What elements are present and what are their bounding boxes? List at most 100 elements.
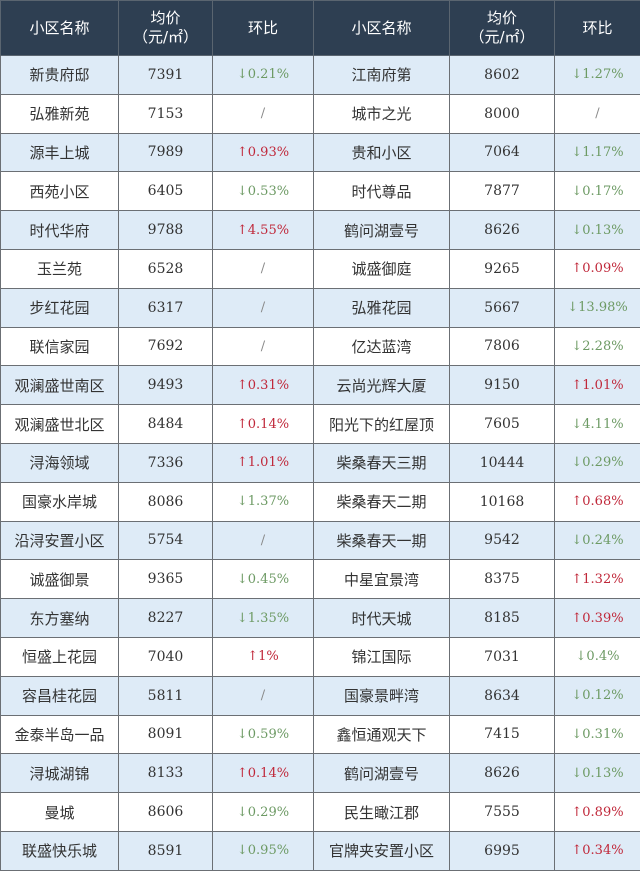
community-name-cell: 国豪水岸城 — [1, 482, 119, 521]
community-name-cell: 玉兰苑 — [1, 249, 119, 288]
change-cell: ↑0.68% — [555, 482, 640, 521]
community-name-cell: 云尚光辉大厦 — [314, 366, 450, 405]
community-name-cell: 亿达蓝湾 — [314, 327, 450, 366]
community-name-cell: 弘雅新苑 — [1, 94, 119, 133]
change-cell: ↓13.98% — [555, 288, 640, 327]
change-cell: ↓4.11% — [555, 405, 640, 444]
community-name-cell: 鹤问湖壹号 — [314, 754, 450, 793]
price-cell: 7031 — [450, 637, 555, 676]
community-name-cell: 观澜盛世北区 — [1, 405, 119, 444]
change-cell: ↓0.45% — [213, 560, 314, 599]
community-name-cell: 观澜盛世南区 — [1, 366, 119, 405]
community-name-cell: 官牌夹安置小区 — [314, 831, 450, 870]
price-cell: 7692 — [119, 327, 213, 366]
price-cell: 8227 — [119, 599, 213, 638]
change-cell: ↓0.17% — [555, 172, 640, 211]
change-cell: ↓0.59% — [213, 715, 314, 754]
community-name-cell: 民生瞰江郡 — [314, 793, 450, 832]
community-name-cell: 江南府第 — [314, 56, 450, 95]
community-name-cell: 弘雅花园 — [314, 288, 450, 327]
price-cell: 7391 — [119, 56, 213, 95]
price-cell: 8626 — [450, 754, 555, 793]
price-cell: 7040 — [119, 637, 213, 676]
change-cell: ↓1.35% — [213, 599, 314, 638]
change-cell: ↑1.01% — [213, 443, 314, 482]
price-cell: 8591 — [119, 831, 213, 870]
price-cell: 9493 — [119, 366, 213, 405]
header-price-right: 均价（元/㎡） — [450, 1, 555, 56]
price-cell: 7415 — [450, 715, 555, 754]
price-cell: 5754 — [119, 521, 213, 560]
change-cell: ↑0.89% — [555, 793, 640, 832]
price-cell: 5667 — [450, 288, 555, 327]
community-name-cell: 时代天城 — [314, 599, 450, 638]
change-cell: ↑1.01% — [555, 366, 640, 405]
price-cell: 10444 — [450, 443, 555, 482]
header-name-right: 小区名称 — [314, 1, 450, 56]
price-cell: 5811 — [119, 676, 213, 715]
change-cell: ↓1.27% — [555, 56, 640, 95]
price-cell: 6528 — [119, 249, 213, 288]
change-cell: ↑0.34% — [555, 831, 640, 870]
change-cell: ↓1.37% — [213, 482, 314, 521]
change-cell: ↑1% — [213, 637, 314, 676]
price-cell: 7064 — [450, 133, 555, 172]
change-cell: / — [213, 676, 314, 715]
community-name-cell: 恒盛上花园 — [1, 637, 119, 676]
community-name-cell: 柴桑春天三期 — [314, 443, 450, 482]
community-name-cell: 鹤问湖壹号 — [314, 211, 450, 250]
price-cell: 8000 — [450, 94, 555, 133]
header-price-label: 均价 — [487, 9, 517, 27]
change-cell: ↓0.13% — [555, 211, 640, 250]
price-cell: 7555 — [450, 793, 555, 832]
price-cell: 9265 — [450, 249, 555, 288]
header-change-left: 环比 — [213, 1, 314, 56]
price-cell: 10168 — [450, 482, 555, 521]
change-cell: ↓0.4% — [555, 637, 640, 676]
price-cell: 8185 — [450, 599, 555, 638]
community-name-cell: 诚盛御庭 — [314, 249, 450, 288]
change-cell: ↑0.14% — [213, 405, 314, 444]
community-name-cell: 贵和小区 — [314, 133, 450, 172]
community-name-cell: 西苑小区 — [1, 172, 119, 211]
price-cell: 6317 — [119, 288, 213, 327]
community-name-cell: 中星宜景湾 — [314, 560, 450, 599]
change-cell: ↓2.28% — [555, 327, 640, 366]
community-name-cell: 容昌桂花园 — [1, 676, 119, 715]
change-cell: ↑0.14% — [213, 754, 314, 793]
price-cell: 6995 — [450, 831, 555, 870]
change-cell: / — [213, 327, 314, 366]
price-cell: 8375 — [450, 560, 555, 599]
community-name-cell: 浔城湖锦 — [1, 754, 119, 793]
price-cell: 9788 — [119, 211, 213, 250]
community-name-cell: 时代华府 — [1, 211, 119, 250]
change-cell: ↓0.29% — [213, 793, 314, 832]
change-cell: / — [213, 249, 314, 288]
community-name-cell: 联盛快乐城 — [1, 831, 119, 870]
change-cell: ↓0.29% — [555, 443, 640, 482]
community-name-cell: 国豪景畔湾 — [314, 676, 450, 715]
price-cell: 8602 — [450, 56, 555, 95]
community-name-cell: 源丰上城 — [1, 133, 119, 172]
change-cell: ↑1.32% — [555, 560, 640, 599]
change-cell: ↓0.21% — [213, 56, 314, 95]
price-cell: 8091 — [119, 715, 213, 754]
price-cell: 7605 — [450, 405, 555, 444]
community-name-cell: 鑫恒通观天下 — [314, 715, 450, 754]
header-change-right: 环比 — [555, 1, 640, 56]
